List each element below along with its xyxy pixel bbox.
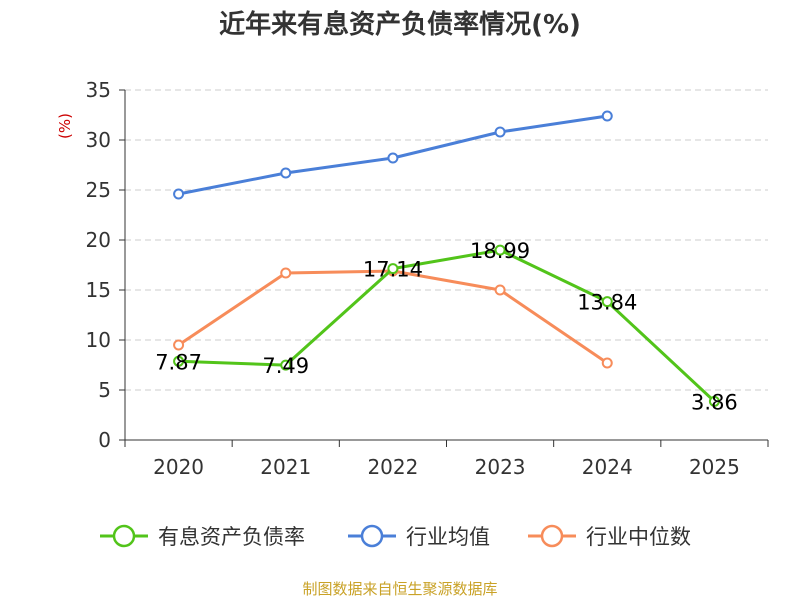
legend-marker-icon (360, 524, 384, 548)
x-tick-label: 2025 (689, 455, 740, 479)
data-point (601, 110, 613, 122)
legend-item[interactable]: 有息资产负债率 (100, 524, 305, 549)
y-tick-label: 10 (86, 328, 111, 352)
data-point (494, 126, 506, 138)
data-labels: 7.87 7.49 17.14 18.99 13.84 3.86 (155, 239, 738, 414)
legend-marker-icon (540, 524, 564, 548)
legend-label: 有息资产负债率 (158, 525, 305, 549)
chart-title: 近年来有息资产负债率情况(%) (219, 10, 581, 40)
data-label: 3.86 (691, 390, 738, 414)
source-note: 制图数据来自恒生聚源数据库 (302, 580, 498, 598)
data-label: 17.14 (363, 258, 423, 282)
series-line (178, 248, 716, 403)
y-tick-label: 5 (98, 378, 111, 402)
series-line (177, 269, 609, 365)
legend-item[interactable]: 行业均值 (348, 524, 490, 549)
data-point (494, 244, 506, 256)
data-point (708, 395, 720, 407)
x-tick-label: 2022 (367, 455, 418, 479)
data-point (280, 167, 292, 179)
x-tick-label: 2020 (153, 455, 204, 479)
grid-lines (125, 89, 768, 391)
data-point (173, 339, 185, 351)
legend-item[interactable]: 行业中位数 (528, 524, 691, 549)
series (173, 110, 720, 407)
y-tick-label: 0 (98, 428, 111, 452)
data-label: 18.99 (470, 239, 530, 263)
legend-label: 行业中位数 (586, 525, 691, 549)
data-label: 7.49 (262, 354, 309, 378)
x-tick-label: 2021 (260, 455, 311, 479)
legend-marker-icon (112, 524, 136, 548)
data-label: 13.84 (577, 291, 637, 315)
data-point (387, 263, 399, 275)
data-point (173, 355, 185, 367)
y-tick-label: 35 (86, 78, 111, 102)
data-point (173, 188, 185, 200)
data-label: 7.87 (155, 350, 202, 374)
y-tick-label: 25 (86, 178, 111, 202)
data-point (387, 152, 399, 164)
legend[interactable]: 有息资产负债率 行业均值 行业中位数 (100, 524, 691, 549)
data-point (601, 357, 613, 369)
data-point (280, 267, 292, 279)
data-point (280, 359, 292, 371)
data-point (494, 284, 506, 296)
x-tick-label: 2023 (475, 455, 526, 479)
legend-label: 行业均值 (406, 525, 490, 549)
x-tick-label: 2024 (582, 455, 633, 479)
y-axis-label: (%) (56, 113, 74, 139)
y-tick-label: 20 (86, 228, 111, 252)
data-point (601, 296, 613, 308)
y-tick-label: 15 (86, 278, 111, 302)
y-tick-label: 30 (86, 128, 111, 152)
